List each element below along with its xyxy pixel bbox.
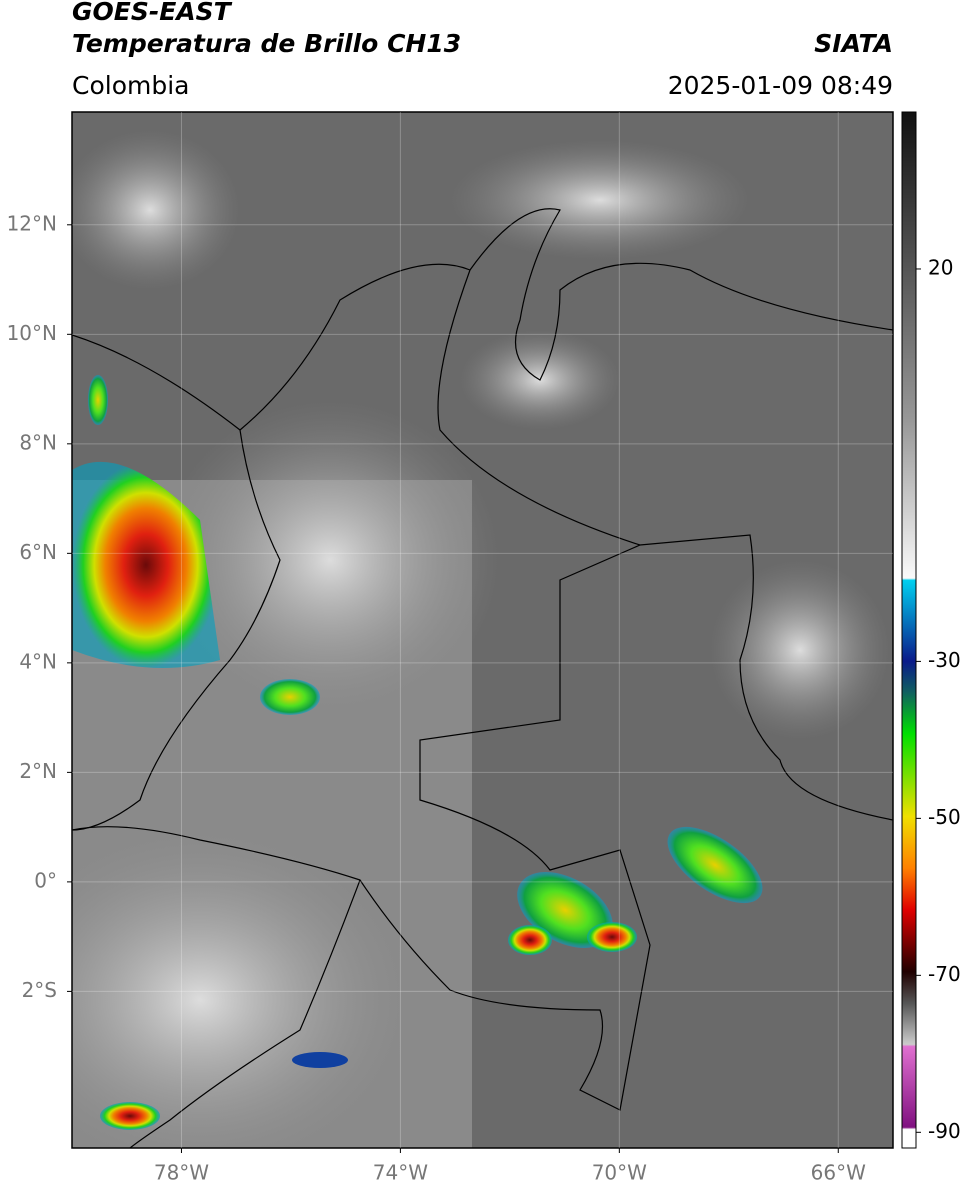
cloud (710, 560, 890, 740)
lat-tick-label: 4°N (19, 649, 57, 673)
storm (587, 922, 637, 952)
lat-tick-label: 2°N (19, 759, 57, 783)
storm (260, 679, 320, 715)
subtitle: Temperatura de Brillo CH13 (72, 29, 461, 58)
lon-tick-label: 66°W (811, 1161, 866, 1185)
colorbar-tick-label: -30 (928, 648, 961, 672)
storm (88, 375, 108, 425)
colorbar (901, 111, 917, 1149)
colorbar-tick-label: 20 (928, 255, 953, 279)
storm (292, 1052, 348, 1068)
borders (72, 208, 893, 1148)
cloud (160, 400, 500, 720)
lat-tick-label: 10°N (7, 321, 57, 345)
storm (72, 461, 220, 668)
cloud (450, 140, 750, 260)
cloud (72, 820, 420, 1148)
source: SIATA (814, 29, 893, 58)
lon-tick-label: 70°W (592, 1161, 647, 1185)
storm (667, 826, 763, 904)
colorbar-tick-label: -70 (928, 962, 961, 986)
datetime: 2025-01-09 08:49 (668, 71, 893, 100)
map (72, 112, 893, 1148)
lat-tick-label: 12°N (7, 211, 57, 235)
colorbar-tick-label: -50 (928, 805, 961, 829)
title: GOES-EAST (72, 0, 233, 26)
region: Colombia (72, 71, 189, 100)
lon-tick-label: 74°W (373, 1161, 428, 1185)
storm (100, 1102, 160, 1130)
colorbar-tick-label: -90 (928, 1119, 961, 1143)
lat-tick-label: 2°S (22, 978, 57, 1002)
lat-tick-label: 6°N (19, 540, 57, 564)
lat-tick-label: 0° (34, 868, 57, 892)
storm (508, 925, 552, 955)
lon-tick-label: 78°W (154, 1161, 209, 1185)
map-frame (71, 111, 894, 1149)
lat-tick-label: 8°N (19, 430, 57, 454)
cloud (72, 130, 240, 290)
